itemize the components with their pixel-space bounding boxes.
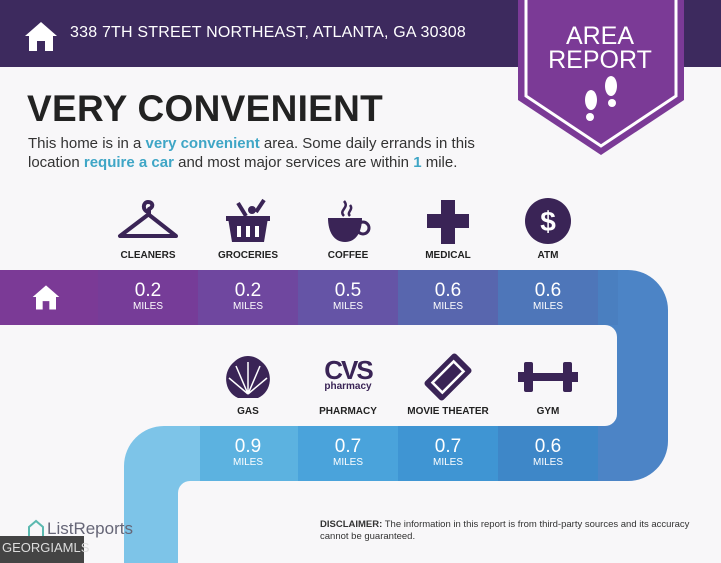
badge-line1: AREA <box>565 22 635 50</box>
home-icon <box>25 22 57 51</box>
amenity-pharmacy: CVS pharmacy PHARMACY <box>298 352 398 417</box>
amenity-cleaners: CLEANERS <box>98 198 198 261</box>
amenity-coffee: COFFEE <box>298 198 398 261</box>
ticket-icon <box>424 353 472 401</box>
cvs-logo: CVS pharmacy <box>324 355 373 392</box>
amenity-groceries: GROCERIES <box>198 198 298 261</box>
distance-atm: 0.6 MILES <box>532 280 563 313</box>
dollar-icon: $ <box>525 198 571 244</box>
distance-medical: 0.6 MILES <box>432 280 463 313</box>
address: 338 7TH STREET NORTHEAST, ATLANTA, GA 30… <box>70 24 467 41</box>
disclaimer: DISCLAIMER: The information in this repo… <box>320 519 690 542</box>
amenity-movie-theater: MOVIE THEATER <box>398 352 498 417</box>
amenity-atm: $ ATM <box>498 198 598 261</box>
amenity-gas: GAS <box>198 352 298 417</box>
distance-coffee: 0.5 MILES <box>332 280 363 313</box>
page-title: VERY CONVENIENT <box>27 88 384 129</box>
badge-line2: REPORT <box>548 46 652 74</box>
coffee-icon <box>328 200 371 242</box>
medical-cross-icon <box>427 200 469 244</box>
svg-text:$: $ <box>540 206 556 237</box>
distance-groceries: 0.2 MILES <box>232 280 263 313</box>
distance-movie-theater: 0.7 MILES <box>432 436 463 469</box>
distance-pharmacy: 0.7 MILES <box>332 436 363 469</box>
footprints-icon <box>585 76 617 121</box>
basket-icon <box>226 198 270 242</box>
dumbbell-icon <box>518 362 578 392</box>
shell-icon <box>226 356 270 398</box>
amenity-gym: GYM <box>498 352 598 417</box>
description: This home is in a very convenient area. … <box>28 135 475 171</box>
distance-gas: 0.9 MILES <box>232 436 263 469</box>
area-report-badge <box>518 0 684 155</box>
distance-gym: 0.6 MILES <box>532 436 563 469</box>
hanger-icon <box>118 200 178 238</box>
distance-cleaners: 0.2 MILES <box>132 280 163 313</box>
amenity-medical: MEDICAL <box>398 198 498 261</box>
home-icon <box>32 285 60 310</box>
georgia-mls-watermark: GEORGIAMLS <box>0 536 89 563</box>
